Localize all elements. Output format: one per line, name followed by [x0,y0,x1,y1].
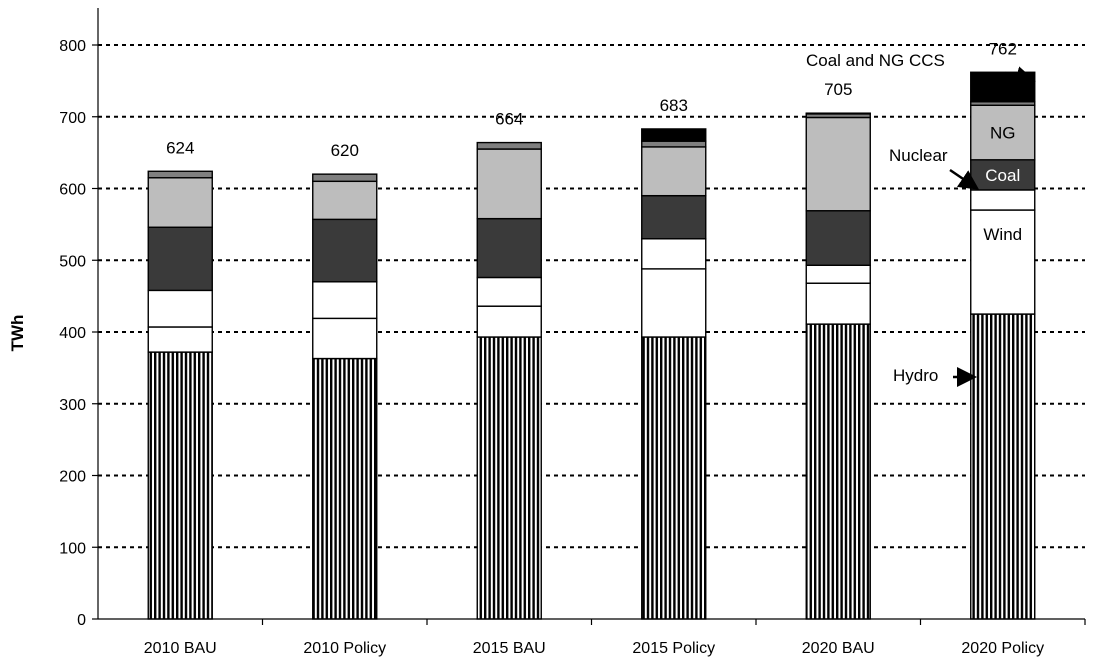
bar-segment-s2-4 [805,282,871,325]
bar-segment-s3-2 [476,276,542,307]
bar-segment-coal-4 [805,210,871,266]
annotation-nuclear: Nuclear [889,146,948,165]
bar-segment-s2-5 [970,209,1036,315]
bar-segment-ng-3 [641,146,707,197]
bar-segment-s2-2 [476,305,542,338]
annotation-hydro: Hydro [893,366,938,385]
y-tick-label-0: 0 [77,612,86,629]
bar-segment-ccs-4 [805,112,871,115]
bar-segment-ng-5 [970,104,1036,161]
bar-segment-hydro-1 [312,357,378,620]
bar-segment-ccs-5 [970,71,1036,103]
bar-segment-s3-0 [147,289,213,328]
arrow-ccs [1004,66,1036,86]
bar-segment-s3-3 [641,238,707,270]
bar-segment-s2-1 [312,317,378,360]
bar-segment-ng-1 [312,180,378,221]
bar-segment-s6-3 [641,140,707,148]
total-label-5: 762 [989,39,1017,58]
annotations: Coal and NG CCS Nuclear NG Coal Wind Hyd… [806,51,1036,387]
y-tick-labels: 0 100 200 300 400 500 600 700 800 [59,38,86,629]
bar-segment-coal-3 [641,194,707,240]
y-tick-label-500: 500 [59,253,86,270]
y-tick-label-800: 800 [59,38,86,55]
bar-segment-hydro-2 [476,336,542,620]
x-tick-label-3: 2015 Policy [632,640,715,657]
bar-segment-coal-0 [147,226,213,292]
bars [147,71,1036,620]
total-label-3: 683 [660,96,688,115]
gridlines [98,44,1085,549]
y-tick-label-200: 200 [59,469,86,486]
total-labels: 624 620 664 683 705 762 [166,39,1017,160]
arrow-nuclear [949,168,980,190]
annotation-ccs: Coal and NG CCS [806,51,945,70]
bar-segment-s6-2 [476,141,542,150]
bar-segment-s2-3 [641,268,707,338]
bar-segment-ccs-3 [641,128,707,142]
x-tick-label-2: 2015 BAU [473,640,546,657]
bar-segment-hydro-5 [970,313,1036,620]
bar-segment-s6-0 [147,170,213,179]
x-tick-labels: 2010 BAU 2010 Policy 2015 BAU 2015 Policy 20… [144,640,1044,657]
total-label-1: 620 [331,141,359,160]
y-tick-label-300: 300 [59,397,86,414]
bar-segment-s3-1 [312,281,378,320]
bar-segment-coal-2 [476,217,542,279]
bar-segment-hydro-0 [147,351,213,620]
y-tick-label-100: 100 [59,540,86,557]
annotation-coal: Coal [985,166,1020,185]
bar-segment-ng-2 [476,148,542,220]
x-tick-label-4: 2020 BAU [802,640,875,657]
annotation-ng: NG [990,124,1016,143]
bar-segment-ng-4 [805,116,871,212]
total-label-2: 664 [495,110,523,129]
axes [92,8,1086,625]
y-axis-label: TWh [8,315,27,352]
y-tick-label-400: 400 [59,325,86,342]
bar-segment-coal-1 [312,218,378,283]
total-label-4: 705 [824,80,852,99]
annotation-wind: Wind [983,225,1022,244]
bar-segment-s3-5 [970,189,1036,211]
bar-segment-s6-1 [312,173,378,183]
x-tick-label-0: 2010 BAU [144,640,217,657]
y-tick-label-600: 600 [59,182,86,199]
bar-segment-ng-0 [147,177,213,228]
x-tick-label-1: 2010 Policy [303,640,386,657]
y-tick-label-700: 700 [59,110,86,127]
bar-segment-hydro-4 [805,323,871,620]
total-label-0: 624 [166,138,194,157]
bar-segment-hydro-3 [641,336,707,620]
bar-segment-s2-0 [147,326,213,353]
bar-segment-s3-4 [805,264,871,284]
x-tick-label-5: 2020 Policy [961,640,1044,657]
